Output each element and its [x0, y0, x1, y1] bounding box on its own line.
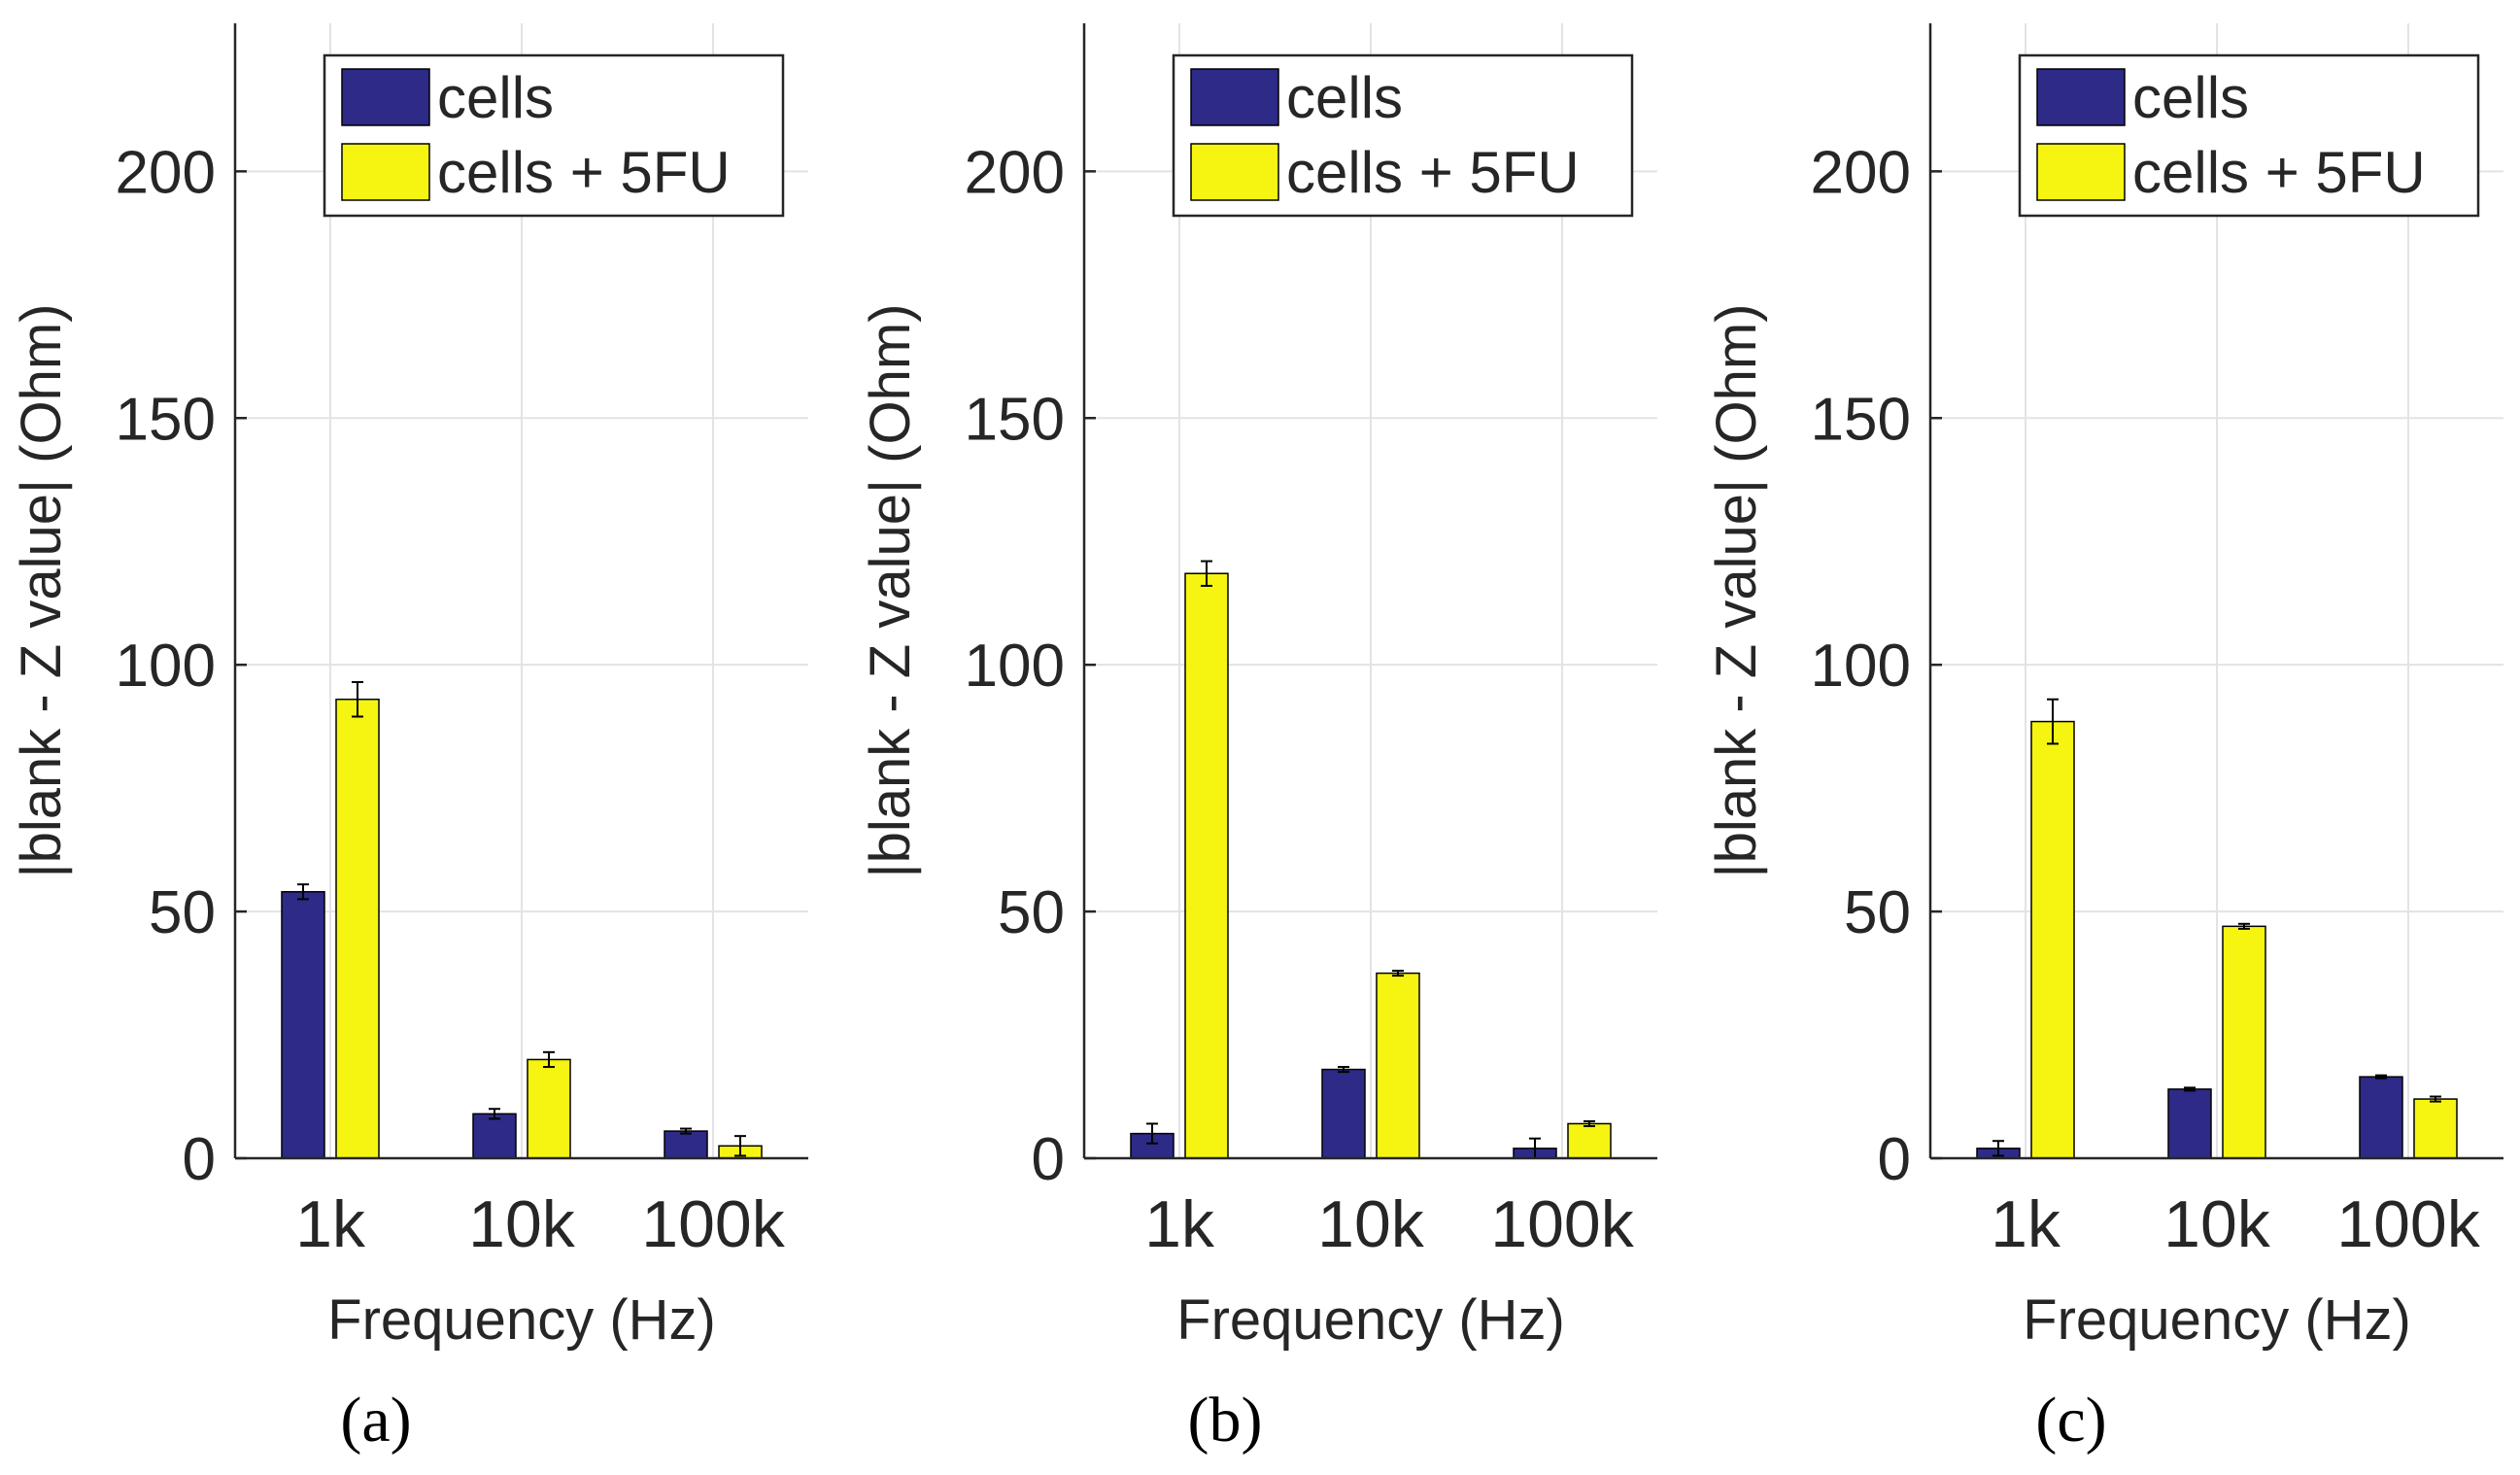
x-tick-label: 1k	[295, 1187, 366, 1261]
error-bar	[2238, 922, 2250, 930]
legend-label: cells	[437, 65, 554, 130]
error-bar	[1338, 1066, 1349, 1074]
error-bar	[1392, 970, 1404, 978]
legend-label: cells	[2132, 65, 2249, 130]
legend-label: cells	[1286, 65, 1403, 130]
bar-cells-5fu-1k	[335, 698, 380, 1159]
x-tick-label: 10k	[1317, 1187, 1425, 1261]
bar-cells-5fu-10k	[1376, 972, 1420, 1159]
y-tick-label: 50	[998, 879, 1065, 946]
x-axis-label: Frequency (Hz)	[1176, 1288, 1565, 1352]
error-bar	[734, 1135, 746, 1157]
y-tick-label: 100	[1811, 633, 1911, 700]
bar-cells-5fu-100k	[1567, 1122, 1612, 1159]
y-axis-label: |blank - Z value| (Ohm)	[10, 304, 73, 878]
y-tick-label: 150	[1811, 386, 1911, 453]
error-bar	[2047, 698, 2059, 745]
legend-swatch-cells-5fu	[1190, 143, 1279, 201]
bar-cells-5fu-1k	[1184, 572, 1229, 1159]
bar-cells-5fu-100k	[2413, 1098, 2458, 1159]
y-tick-label: 100	[116, 633, 216, 700]
panel-label: (c)	[2035, 1385, 2106, 1456]
y-axis-label: |blank - Z value| (Ohm)	[859, 304, 922, 878]
x-tick-label: 100k	[1490, 1187, 1634, 1261]
bar-cells-5fu-10k	[2222, 925, 2266, 1159]
error-bar	[2375, 1074, 2387, 1080]
legend: cells cells + 5FU	[323, 53, 785, 218]
y-tick-label: 200	[116, 139, 216, 206]
error-bar	[1146, 1122, 1158, 1145]
legend-swatch-cells	[2036, 68, 2126, 126]
chart-panel-b: 0 50 100 150 200 1k 10k 100k Frequency (Hz) |blan…	[859, 23, 1657, 1456]
y-tick-label: 200	[965, 139, 1065, 206]
error-bar	[2430, 1095, 2441, 1103]
y-tick-label: 200	[1811, 139, 1911, 206]
x-tick-label: 100k	[641, 1187, 785, 1261]
chart-panel-a: 0 50 100 150 200 1k 10k 100k Frequency (Hz) |blan…	[10, 23, 808, 1456]
legend-swatch-cells-5fu	[2036, 143, 2126, 201]
bar-cells-5fu-10k	[527, 1058, 571, 1159]
error-bar	[297, 883, 309, 901]
error-bar	[489, 1108, 500, 1120]
error-bar	[1584, 1119, 1595, 1127]
x-axis-label: Frequency (Hz)	[327, 1288, 716, 1352]
y-tick-label: 50	[1844, 879, 1911, 946]
error-bar	[2184, 1086, 2196, 1092]
y-tick-label: 150	[965, 386, 1065, 453]
panel-label: (b)	[1188, 1385, 1263, 1456]
bar-cells-5fu-1k	[2030, 720, 2075, 1159]
x-tick-label: 1k	[1991, 1187, 2061, 1261]
y-tick-label: 0	[1032, 1126, 1065, 1193]
chart-panel-c: 0 50 100 150 200 1k 10k 100k Frequency (Hz) |blan…	[1705, 23, 2503, 1456]
x-tick-label: 10k	[468, 1187, 576, 1261]
legend-swatch-cells	[1190, 68, 1279, 126]
bar-cells-10k	[472, 1113, 517, 1159]
error-bar	[352, 680, 363, 718]
error-bar	[543, 1050, 555, 1069]
legend: cells cells + 5FU	[1172, 53, 1634, 218]
y-tick-label: 0	[1878, 1126, 1911, 1193]
bar-cells-10k	[2167, 1088, 2212, 1159]
legend: cells cells + 5FU	[2018, 53, 2480, 218]
error-bar	[680, 1127, 692, 1135]
x-tick-label: 1k	[1144, 1187, 1215, 1261]
error-bar	[1201, 560, 1212, 587]
bar-cells-1k	[281, 891, 325, 1159]
legend-swatch-cells	[341, 68, 430, 126]
y-tick-label: 150	[116, 386, 216, 453]
legend-label: cells + 5FU	[1286, 140, 1580, 205]
legend-swatch-cells-5fu	[341, 143, 430, 201]
y-tick-label: 50	[149, 879, 216, 946]
y-axis-label: |blank - Z value| (Ohm)	[1705, 304, 1768, 878]
x-axis-label: Frequency (Hz)	[2023, 1288, 2411, 1352]
bar-cells-100k	[664, 1130, 708, 1159]
panel-label: (a)	[340, 1385, 411, 1456]
bar-cells-100k	[2359, 1076, 2403, 1159]
x-tick-label: 100k	[2336, 1187, 2480, 1261]
bar-cells-10k	[1321, 1068, 1366, 1159]
legend-label: cells + 5FU	[437, 140, 731, 205]
legend-label: cells + 5FU	[2132, 140, 2426, 205]
error-bar	[1992, 1140, 2004, 1157]
y-tick-label: 0	[183, 1126, 216, 1193]
x-tick-label: 10k	[2163, 1187, 2271, 1261]
y-tick-label: 100	[965, 633, 1065, 700]
